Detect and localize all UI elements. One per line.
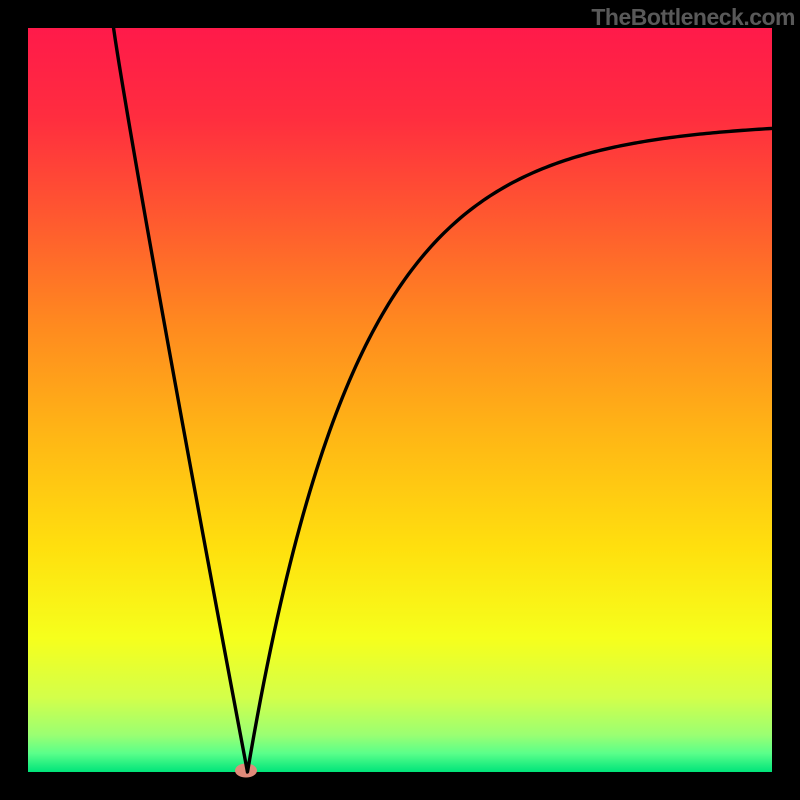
watermark-text: TheBottleneck.com: [591, 4, 795, 31]
chart-frame: [0, 0, 800, 800]
plot-background: [28, 28, 772, 772]
chart-container: TheBottleneck.com: [0, 0, 800, 800]
minimum-marker: [235, 764, 257, 778]
bottleneck-curve: [114, 28, 772, 772]
chart-svg: [0, 0, 800, 800]
